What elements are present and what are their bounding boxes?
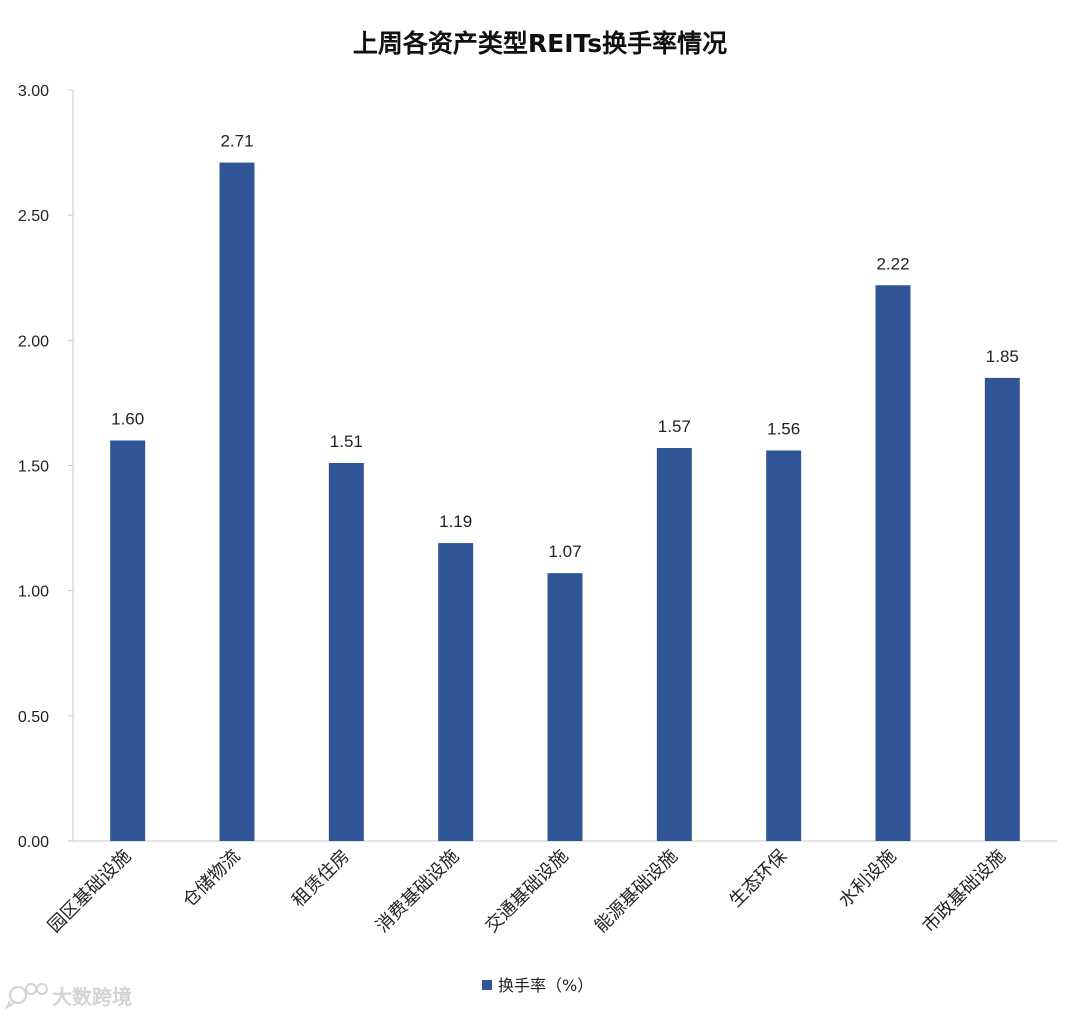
bar <box>110 440 146 841</box>
y-axis: 0.00 0.50 1.00 1.50 2.00 2.50 3.00 <box>18 83 74 851</box>
category-label: 租赁住房 <box>288 846 354 912</box>
y-tick-label: 2.00 <box>18 333 49 350</box>
y-tick-label: 0.00 <box>18 834 49 851</box>
chart-title: 上周各资产类型REITs换手率情况 <box>353 29 727 58</box>
bar <box>438 543 474 841</box>
bar <box>547 573 583 841</box>
y-tick-label: 1.00 <box>18 584 49 601</box>
category-label: 市政基础设施 <box>919 846 1010 937</box>
data-label: 1.07 <box>548 542 581 561</box>
y-tick-label: 0.50 <box>18 709 49 726</box>
category-label: 仓储物流 <box>179 846 245 912</box>
bar <box>984 377 1020 841</box>
data-label: 1.56 <box>767 419 800 438</box>
y-tick-label: 1.50 <box>18 459 49 476</box>
bar <box>219 162 255 841</box>
bar <box>328 462 364 841</box>
data-label: 1.60 <box>111 409 144 428</box>
bar <box>875 285 911 841</box>
data-label: 2.22 <box>876 254 909 273</box>
data-label: 1.57 <box>658 417 691 436</box>
category-label: 水利设施 <box>835 846 901 912</box>
bar <box>766 450 802 841</box>
bars <box>110 162 1020 841</box>
data-label: 1.51 <box>330 432 363 451</box>
data-label: 1.19 <box>439 512 472 531</box>
watermark: 大数跨境 <box>4 983 132 1010</box>
y-tick-label: 3.00 <box>18 83 49 100</box>
bar <box>656 447 692 841</box>
category-labels: 园区基础设施 仓储物流 租赁住房 消费基础设施 交通基础设施 能源基础设施 生态环保 水利设施… <box>44 846 1010 937</box>
data-labels: 1.60 2.71 1.51 1.19 1.07 1.57 1.56 2.22 1.85 <box>111 132 1019 562</box>
data-label: 2.71 <box>220 132 253 151</box>
legend-label: 换手率（%） <box>498 976 593 995</box>
category-label: 消费基础设施 <box>372 846 463 937</box>
legend-swatch <box>482 980 492 990</box>
category-label: 交通基础设施 <box>481 846 572 937</box>
legend: 换手率（%） <box>482 976 593 995</box>
y-tick-label: 2.50 <box>18 208 49 225</box>
category-label: 园区基础设施 <box>44 846 135 937</box>
category-label: 能源基础设施 <box>591 846 682 937</box>
chat-bubble-icon <box>4 983 48 1010</box>
data-label: 1.85 <box>986 347 1019 366</box>
category-label: 生态环保 <box>725 846 791 912</box>
watermark-text: 大数跨境 <box>52 985 132 1009</box>
